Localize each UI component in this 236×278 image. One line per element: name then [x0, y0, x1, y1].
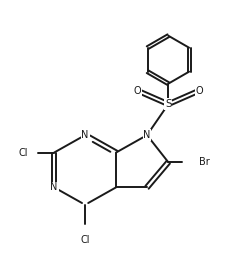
- Text: N: N: [51, 182, 58, 192]
- Text: O: O: [195, 86, 203, 96]
- Text: N: N: [81, 130, 89, 140]
- Text: O: O: [134, 86, 141, 96]
- Text: N: N: [143, 130, 151, 140]
- Text: Cl: Cl: [18, 148, 28, 158]
- Text: S: S: [165, 99, 172, 109]
- Text: Br: Br: [199, 157, 210, 167]
- Text: Cl: Cl: [80, 235, 90, 245]
